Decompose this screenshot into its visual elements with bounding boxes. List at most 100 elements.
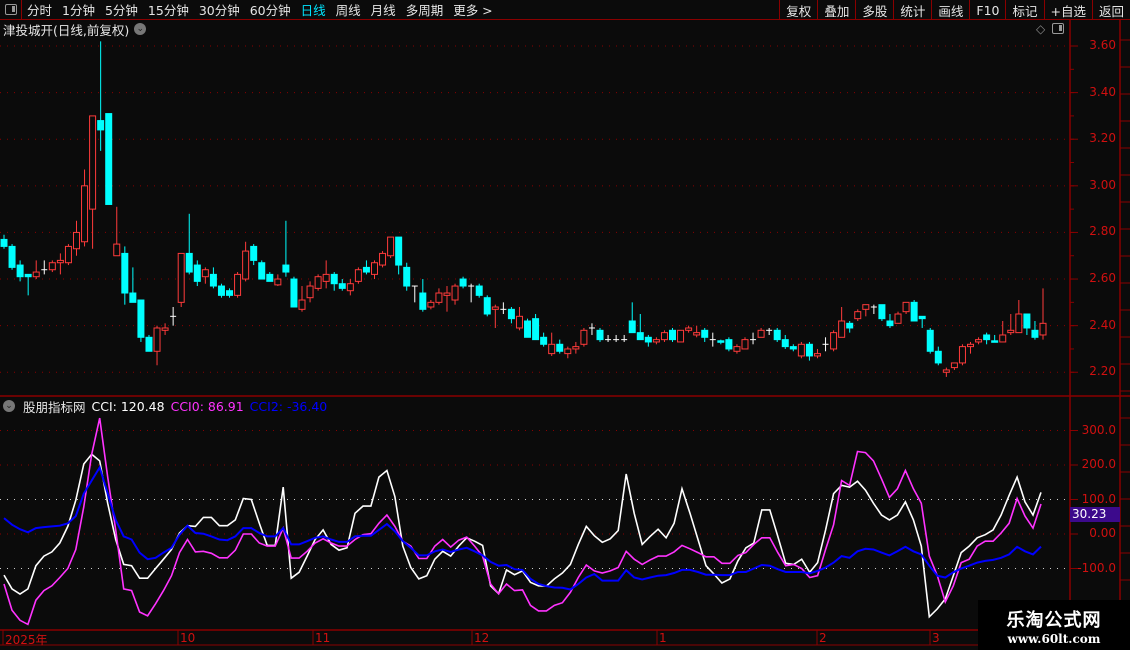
candle-body bbox=[644, 336, 652, 343]
cci-tick-label: -100.0 bbox=[1077, 560, 1116, 575]
price-tick-label: 2.20 bbox=[1089, 364, 1116, 379]
candle-body bbox=[89, 115, 97, 210]
period-tab[interactable]: 30分钟 bbox=[198, 3, 240, 18]
tool-button[interactable]: 复权 bbox=[779, 0, 817, 20]
candle-body bbox=[701, 329, 709, 338]
candle-body bbox=[717, 340, 725, 343]
period-tab[interactable]: 60分钟 bbox=[249, 3, 291, 18]
candle-body bbox=[958, 346, 966, 364]
cci-value: CCI: 120.48 bbox=[91, 398, 165, 414]
candle-body bbox=[1039, 322, 1047, 336]
tool-button[interactable]: F10 bbox=[969, 0, 1005, 20]
candle-body bbox=[677, 329, 685, 343]
cci0-value: CCI0: 86.91 bbox=[170, 398, 244, 414]
candle-body bbox=[282, 264, 290, 273]
candle-body bbox=[797, 343, 805, 357]
candle-body bbox=[902, 301, 910, 313]
cci2-line bbox=[3, 464, 1042, 591]
period-tab[interactable]: 分时 bbox=[27, 3, 53, 18]
candle-body bbox=[1015, 313, 1023, 334]
watermark: 乐淘公式网 www.60lt.com bbox=[978, 600, 1130, 650]
candle-body bbox=[1031, 329, 1039, 338]
candle-body bbox=[628, 320, 636, 334]
candle-body bbox=[314, 276, 322, 289]
tool-button[interactable]: 多股 bbox=[855, 0, 893, 20]
price-tick-label: 2.80 bbox=[1089, 224, 1116, 239]
candle-body bbox=[290, 278, 298, 308]
period-tab[interactable]: 周线 bbox=[335, 3, 361, 18]
candle-body bbox=[193, 264, 201, 282]
period-tab[interactable]: 5分钟 bbox=[104, 3, 138, 18]
candle-body bbox=[950, 362, 958, 369]
candle-body bbox=[346, 283, 354, 292]
candle-body bbox=[805, 343, 813, 357]
candle-body bbox=[226, 290, 234, 296]
candle-body bbox=[354, 269, 362, 282]
candle-body bbox=[733, 346, 741, 352]
candle-body bbox=[757, 329, 765, 338]
candle-body bbox=[693, 332, 701, 336]
candle-body bbox=[338, 283, 346, 289]
period-tab[interactable]: 1分钟 bbox=[62, 3, 95, 18]
candle-body bbox=[524, 320, 532, 338]
candle-body bbox=[862, 304, 870, 310]
candle-body bbox=[209, 273, 217, 287]
candle-body bbox=[846, 322, 854, 329]
cci-tick-label: 300.0 bbox=[1081, 422, 1116, 437]
candle-body bbox=[789, 346, 797, 350]
cci-tick-label: 0.00 bbox=[1089, 526, 1116, 540]
candle-body bbox=[322, 273, 330, 282]
candle-body bbox=[395, 236, 403, 266]
candle-body bbox=[113, 243, 121, 257]
date-tick-label: 10 bbox=[180, 631, 196, 645]
indicator-name: 股朋指标网 bbox=[23, 399, 86, 415]
candle-body bbox=[97, 120, 105, 131]
tool-button[interactable]: 统计 bbox=[893, 0, 931, 20]
candle-body bbox=[443, 292, 451, 296]
candle-body bbox=[145, 336, 153, 352]
price-tick-label: 3.60 bbox=[1089, 38, 1116, 52]
candle-body bbox=[32, 271, 40, 278]
candle-body bbox=[217, 285, 225, 296]
candle-body bbox=[515, 315, 523, 329]
price-tick-label: 3.20 bbox=[1089, 131, 1116, 146]
candle-body bbox=[1007, 329, 1015, 334]
period-tab[interactable]: 日线 bbox=[300, 3, 326, 18]
panel-icon[interactable] bbox=[1052, 23, 1064, 34]
diamond-icon[interactable]: ◇ bbox=[1036, 22, 1046, 36]
tool-button[interactable]: 标记 bbox=[1005, 0, 1043, 20]
period-tab[interactable]: 多周期 bbox=[405, 3, 444, 18]
tool-button[interactable]: +自选 bbox=[1043, 0, 1092, 20]
candle-body bbox=[16, 264, 24, 278]
candle-body bbox=[669, 329, 677, 341]
candle-body bbox=[81, 185, 89, 243]
period-tab[interactable]: 更多 > bbox=[453, 3, 493, 18]
period-tab[interactable]: 月线 bbox=[370, 3, 396, 18]
candle-body bbox=[137, 299, 145, 338]
tool-button[interactable]: 叠加 bbox=[817, 0, 855, 20]
watermark-title: 乐淘公式网 bbox=[1006, 610, 1102, 631]
tool-button[interactable]: 返回 bbox=[1091, 0, 1130, 20]
candle-body bbox=[435, 292, 443, 303]
price-tick-label: 2.60 bbox=[1089, 271, 1116, 286]
date-tick-label: 11 bbox=[315, 631, 331, 645]
candle-body bbox=[926, 329, 934, 352]
tool-button[interactable]: 画线 bbox=[931, 0, 969, 20]
date-tick-label: 12 bbox=[474, 631, 490, 645]
candle-body bbox=[942, 369, 950, 373]
chevron-down-icon[interactable]: ⌄ bbox=[3, 400, 15, 412]
candle-body bbox=[572, 346, 580, 350]
candle-body bbox=[242, 250, 250, 280]
candle-body bbox=[1023, 313, 1031, 329]
candle-body bbox=[266, 273, 274, 282]
tool-buttons: 复权 叠加 多股 统计 画线 F10 标记 +自选 返回 bbox=[779, 0, 1130, 20]
candle-body bbox=[741, 339, 749, 350]
candle-body bbox=[507, 308, 515, 320]
chevron-down-icon[interactable]: ⌄ bbox=[134, 23, 147, 35]
period-tab[interactable]: 15分钟 bbox=[147, 3, 189, 18]
candle-body bbox=[153, 327, 161, 352]
layout-toggle-button[interactable] bbox=[0, 0, 22, 20]
candle-body bbox=[652, 339, 660, 343]
candle-body bbox=[298, 299, 306, 310]
candle-body bbox=[967, 343, 975, 348]
